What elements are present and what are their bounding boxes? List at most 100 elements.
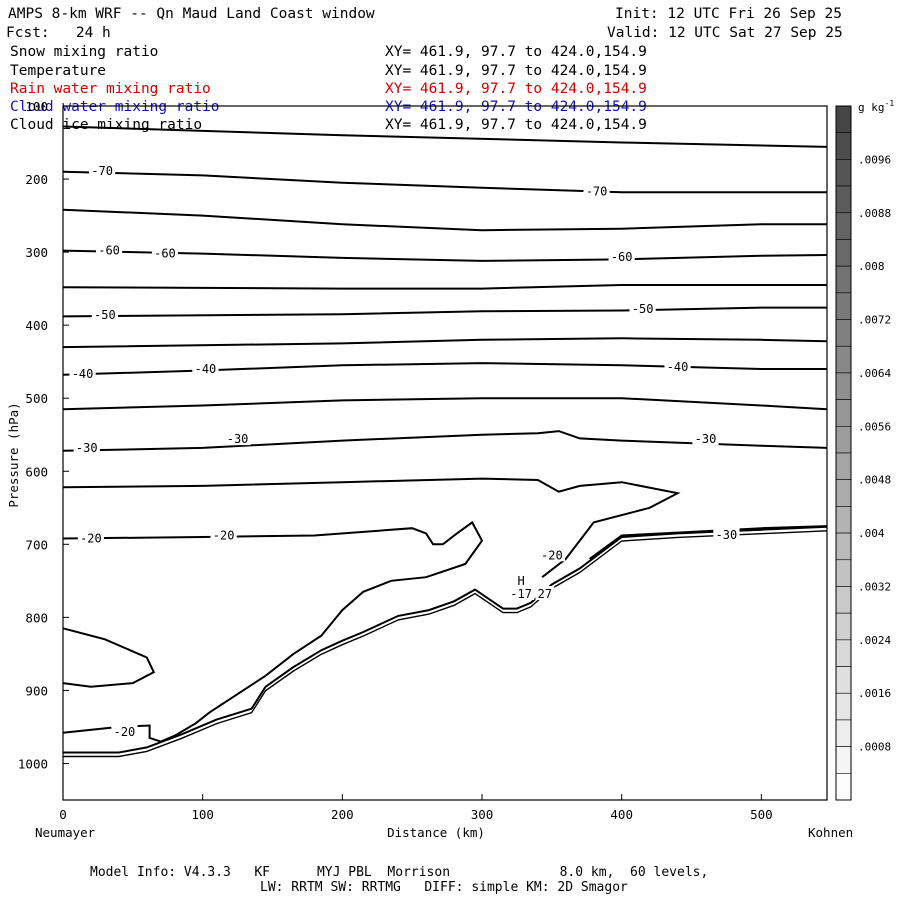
- contour-label: -40: [72, 367, 94, 381]
- isotherm-line: [62, 520, 484, 743]
- colorbar-tick-label: .0024: [858, 634, 891, 647]
- colorbar-cell: [835, 452, 852, 480]
- x-tick-label: 200: [331, 807, 354, 822]
- colorbar-tick-label: .0096: [858, 153, 891, 166]
- y-tick-label: 500: [25, 391, 48, 406]
- contour-label: -20: [114, 725, 136, 739]
- colorbar-cell: [835, 746, 852, 774]
- colorbar-tick-label: .0056: [858, 420, 891, 433]
- contour-label: -50: [94, 308, 116, 322]
- colorbar-cell: [835, 239, 852, 267]
- colorbar-cell: [835, 532, 852, 561]
- colorbar-cell: [835, 692, 852, 721]
- contour-label: -70: [586, 184, 608, 198]
- y-tick-label: 1000: [18, 756, 48, 771]
- isotherm-line: [63, 530, 828, 758]
- colorbar-cell: [835, 345, 852, 374]
- colorbar-cell: [835, 559, 852, 587]
- contour-label-bg: [692, 431, 719, 446]
- legend-cloud-water: Cloud water mixing ratio: [10, 99, 220, 115]
- isotherm-line: [62, 477, 681, 578]
- contour-label-bg: [89, 163, 116, 178]
- y-tick-label: 700: [25, 537, 48, 552]
- isotherm-line: [62, 337, 828, 349]
- contour-label: H: [518, 574, 525, 588]
- colorbar-cell: [835, 719, 852, 747]
- contour-label-bg: [192, 360, 219, 375]
- isotherm-line: [62, 397, 828, 411]
- contour-label: -30: [76, 441, 98, 455]
- colorbar-cell: [835, 265, 852, 294]
- colorbar-tick-label: .0088: [858, 207, 891, 220]
- colorbar-tick-label: .008: [858, 260, 885, 273]
- colorbar-tick-label: .004: [858, 527, 885, 540]
- contour-label-bg: [629, 301, 656, 316]
- colorbar-cell: [835, 185, 852, 214]
- isotherm-line: [62, 125, 828, 148]
- colorbar-cell: [835, 292, 852, 320]
- y-tick-label: 900: [25, 683, 48, 698]
- colorbar-tick-label: .0016: [858, 687, 891, 700]
- contour-label-bg: [535, 585, 555, 600]
- colorbar-cell: [835, 666, 852, 694]
- contour-label-bg: [151, 245, 179, 260]
- contour-label-bg: [73, 439, 100, 454]
- y-tick-label: 200: [25, 172, 48, 187]
- isotherm-line: [62, 430, 828, 452]
- contour-label-bg: [664, 358, 691, 373]
- contour-label-bg: [713, 526, 740, 541]
- x-tick-label: 100: [191, 807, 214, 822]
- colorbar-cell: [835, 773, 852, 801]
- contour-label: -50: [632, 302, 654, 316]
- contour-label: -30: [227, 432, 249, 446]
- colorbar-tick-label: .0032: [858, 580, 891, 593]
- colorbar-cell: [835, 159, 852, 187]
- contour-label-bg: [91, 306, 119, 321]
- colorbar-tick-label: .0072: [858, 314, 891, 327]
- y-tick-label: 400: [25, 318, 48, 333]
- isotherm-line: [62, 284, 827, 290]
- contour-label-bg: [508, 585, 535, 600]
- x-tick-label: 300: [471, 807, 494, 822]
- colorbar-cell: [835, 399, 852, 427]
- legend-cloud-water-xy: XY= 461.9, 97.7 to 424.0,154.9: [385, 99, 647, 115]
- legend-temperature-xy: XY= 461.9, 97.7 to 424.0,154.9: [385, 63, 647, 79]
- contour-label: 27: [538, 587, 552, 601]
- colorbar-tick-label: .0008: [858, 741, 891, 754]
- x-left-station: Neumayer: [35, 825, 96, 840]
- y-axis-label: Pressure (hPa): [6, 402, 21, 507]
- contour-label: -30: [716, 528, 738, 542]
- colorbar-cell: [835, 479, 852, 507]
- colorbar-cell: [835, 132, 852, 160]
- colorbar-tick-label: .0064: [858, 367, 891, 380]
- contour-label-bg: [111, 724, 138, 739]
- contour-label-bg: [69, 366, 96, 381]
- contour-label: -17: [510, 587, 532, 601]
- x-tick-label: 400: [610, 807, 633, 822]
- legend-snow: Snow mixing ratio: [10, 44, 159, 60]
- x-tick-label: 500: [750, 807, 773, 822]
- isotherm-line: [589, 525, 828, 560]
- isotherm-line: [62, 249, 828, 262]
- legend-rain: Rain water mixing ratio: [10, 81, 211, 97]
- contour-label-bg: [583, 183, 610, 198]
- contour-label: -20: [541, 548, 563, 562]
- contour-label-bg: [224, 431, 251, 446]
- contour-label: -70: [91, 164, 113, 178]
- isotherm-line: [62, 170, 827, 194]
- contour-label: -60: [98, 244, 120, 258]
- contour-label: -40: [667, 360, 689, 374]
- colorbar-frame: [835, 105, 852, 801]
- colorbar-tick-label: .0048: [858, 474, 891, 487]
- colorbar: .0096 .0088 .008 .0072 .0064 .0056 .0048 .004 .0…: [835, 105, 891, 801]
- colorbar-cell: [835, 586, 852, 614]
- colorbar-cell: [835, 426, 852, 454]
- y-tick-label: 300: [25, 245, 48, 260]
- model-info: Model Info: V4.3.3 KF MYJ PBL Morrison 8…: [90, 865, 709, 880]
- contour-label-bg: [608, 249, 635, 264]
- model-physics: LW: RRTM SW: RRTMG DIFF: simple KM: 2D S…: [260, 880, 628, 895]
- chart-title: AMPS 8-km WRF -- Qn Maud Land Coast wind…: [8, 6, 375, 22]
- isotherm-line: [63, 525, 828, 754]
- forecast-hour: Fcst: 24 h: [6, 25, 111, 41]
